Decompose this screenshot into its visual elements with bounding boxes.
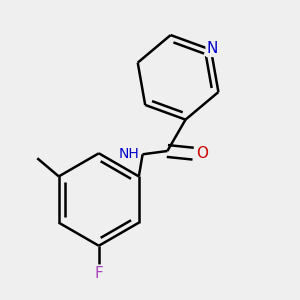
Text: NH: NH [118,147,139,161]
Text: O: O [196,146,208,161]
Text: N: N [207,40,218,56]
Text: F: F [94,266,103,281]
